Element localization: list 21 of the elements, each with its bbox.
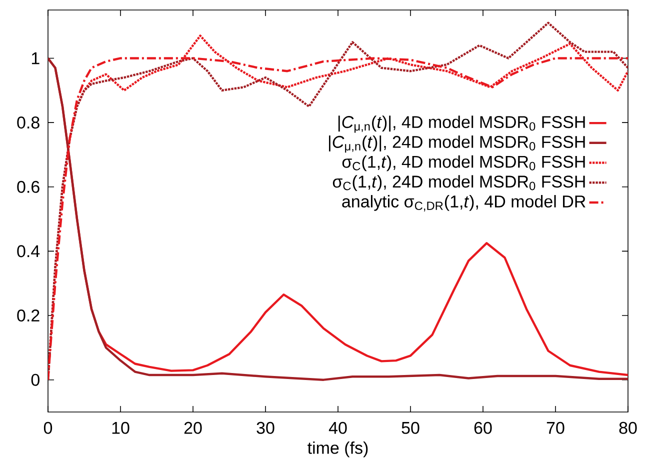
x-tick-label: 30 bbox=[256, 422, 274, 434]
x-tick-label: 70 bbox=[546, 422, 564, 434]
legend-label: σ$_{C}$(1,t), 24D model MSDR$_{0}$ FSSH bbox=[332, 175, 585, 192]
x-axis-title: time (fs) bbox=[308, 441, 368, 458]
legend-label: σ$_{C}$(1,t), 4D model MSDR$_{0}$ FSSH bbox=[342, 155, 585, 172]
y-tick-label: 0 bbox=[31, 374, 40, 386]
y-tick-label: 0.4 bbox=[17, 245, 40, 258]
x-tick-label: 20 bbox=[184, 422, 202, 434]
x-tick-label: 50 bbox=[402, 422, 420, 434]
y-tick-label: 0.2 bbox=[17, 309, 40, 322]
x-tick-label: 10 bbox=[112, 422, 130, 434]
x-tick-label: 60 bbox=[474, 422, 492, 434]
legend-label: |C$_{μ,n}$(t)|, 4D model MSDR$_{0}$ FSSH bbox=[338, 116, 585, 133]
legend-label: |C$_{μ,n}$(t)|, 24D model MSDR$_{0}$ FSSH bbox=[328, 135, 585, 153]
y-tick-label: 0.8 bbox=[17, 116, 40, 129]
x-tick-label: 40 bbox=[328, 422, 347, 434]
y-tick-label: 0.6 bbox=[17, 180, 40, 193]
x-tick-label: 0 bbox=[44, 422, 52, 434]
x-tick-label: 80 bbox=[619, 422, 637, 434]
legend-label: analytic σ$_{C,DR}$(1,t), 4D model DR bbox=[342, 195, 586, 212]
y-tick-label: 1 bbox=[32, 52, 40, 64]
